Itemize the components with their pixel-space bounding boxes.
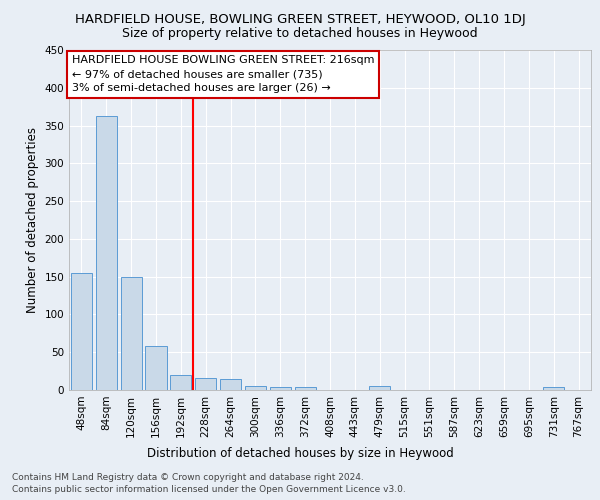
- Bar: [170, 375, 191, 390]
- Bar: [543, 387, 564, 390]
- Text: Size of property relative to detached houses in Heywood: Size of property relative to detached ho…: [122, 28, 478, 40]
- Text: HARDFIELD HOUSE BOWLING GREEN STREET: 216sqm
← 97% of detached houses are smalle: HARDFIELD HOUSE BOWLING GREEN STREET: 21…: [71, 55, 374, 93]
- Bar: [220, 380, 241, 390]
- Bar: [295, 387, 316, 390]
- Bar: [195, 378, 216, 390]
- Bar: [270, 387, 291, 390]
- Bar: [145, 346, 167, 390]
- Bar: [96, 116, 117, 390]
- Bar: [245, 386, 266, 390]
- Text: HARDFIELD HOUSE, BOWLING GREEN STREET, HEYWOOD, OL10 1DJ: HARDFIELD HOUSE, BOWLING GREEN STREET, H…: [74, 12, 526, 26]
- Bar: [121, 276, 142, 390]
- Y-axis label: Number of detached properties: Number of detached properties: [26, 127, 39, 313]
- Bar: [71, 273, 92, 390]
- Text: Distribution of detached houses by size in Heywood: Distribution of detached houses by size …: [146, 448, 454, 460]
- Text: Contains HM Land Registry data © Crown copyright and database right 2024.: Contains HM Land Registry data © Crown c…: [12, 472, 364, 482]
- Bar: [369, 386, 390, 390]
- Text: Contains public sector information licensed under the Open Government Licence v3: Contains public sector information licen…: [12, 485, 406, 494]
